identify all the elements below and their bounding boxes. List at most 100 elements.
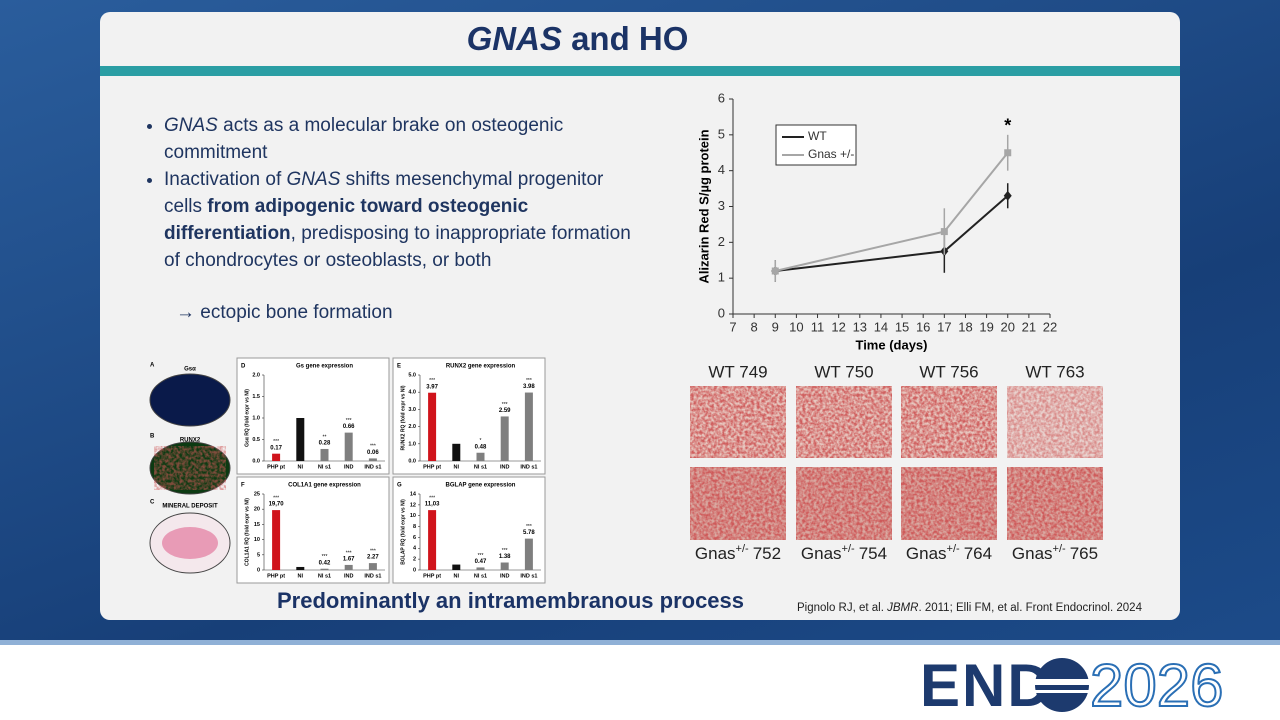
significance: ***: [526, 524, 532, 530]
y-tick-label: 0: [413, 567, 416, 573]
panel-title: BGLAP gene expression: [446, 483, 516, 489]
logo-year: 2026: [1089, 651, 1224, 720]
value-label: 0.28: [319, 441, 331, 447]
panel-letter: B: [150, 434, 155, 440]
y-tick-label: 20: [254, 507, 260, 513]
x-tick-label: IND s1: [520, 573, 537, 579]
x-tick-label: 21: [1022, 319, 1036, 334]
x-tick-label: PHP pt: [423, 464, 441, 470]
stain-photo: [1007, 386, 1103, 458]
genotype: +/-: [1053, 543, 1066, 555]
significance: ***: [502, 548, 508, 554]
bar: [428, 510, 437, 570]
value-label: 0.06: [367, 450, 379, 456]
legend-label: Gnas +/-: [808, 147, 854, 161]
significance: ***: [478, 553, 484, 559]
x-tick-label: 12: [831, 319, 845, 334]
value-label: 0.47: [475, 559, 487, 565]
y-tick-label: 5: [257, 552, 260, 558]
x-tick-label: IND: [500, 573, 510, 579]
significance: ***: [322, 554, 328, 560]
stain-photo: [690, 386, 786, 458]
title-italic: GNAS: [466, 20, 562, 57]
micrograph: [149, 373, 231, 427]
panel-title: COL1A1 gene expression: [288, 483, 361, 489]
bullet-text: acts as a molecular brake on osteogenic …: [164, 115, 564, 163]
animal-id: 752: [753, 544, 781, 563]
bar: [476, 452, 485, 461]
x-tick-label: 9: [772, 319, 779, 334]
y-tick-label: 8: [413, 524, 416, 530]
bar: [524, 392, 533, 461]
panel-frame: [392, 357, 546, 475]
y-tick-label: 2.0: [252, 372, 260, 378]
image-label: Gsα: [184, 367, 196, 373]
y-tick-label: 6: [413, 535, 416, 541]
citation: Pignolo RJ, et al. JBMR. 2011; Elli FM, …: [797, 602, 1142, 614]
y-tick-label: 0.0: [408, 458, 416, 464]
y-tick-label: 1.5: [252, 394, 260, 400]
value-label: 11,03: [425, 502, 440, 508]
significance: **: [323, 434, 327, 440]
photo-label: Gnas+/- 754: [801, 543, 887, 564]
x-tick-label: 14: [874, 319, 888, 334]
significance: ***: [429, 378, 435, 384]
stain-photo: [796, 386, 892, 458]
panel-frame: [236, 476, 390, 584]
x-tick-label: 22: [1043, 319, 1057, 334]
bar: [368, 563, 377, 570]
citation-text: Pignolo RJ, et al.: [797, 602, 884, 614]
x-tick-label: 8: [751, 319, 758, 334]
y-tick-label: 3.0: [408, 407, 416, 413]
image-label: RUNX2: [180, 438, 201, 444]
stain-photo: [690, 467, 786, 540]
panel-title: RUNX2 gene expression: [446, 364, 516, 370]
y-tick-label: 2.0: [408, 424, 416, 430]
y-tick-label: 0: [257, 567, 260, 573]
micrograph-stain: [154, 446, 226, 490]
y-tick-label: 5.0: [408, 372, 416, 378]
x-tick-label: 18: [958, 319, 972, 334]
y-tick-label: 6: [718, 90, 725, 105]
bar: [500, 416, 509, 461]
panel-letter: C: [150, 500, 155, 506]
value-label: 1.38: [499, 554, 511, 560]
significance: ***: [273, 439, 279, 445]
significance: ***: [526, 378, 532, 384]
bullet: GNAS acts as a molecular brake on osteog…: [164, 112, 634, 166]
value-label: 19,70: [269, 502, 285, 508]
significance: ***: [370, 444, 376, 450]
x-tick-label: 19: [979, 319, 993, 334]
value-label: 0.42: [319, 560, 331, 566]
genotype: +/-: [736, 543, 749, 555]
animal-id: 764: [964, 544, 992, 563]
y-tick-label: 1.0: [408, 441, 416, 447]
value-label: 3.97: [426, 384, 438, 390]
y-tick-label: 0: [718, 305, 725, 320]
series-line: [775, 194, 1009, 272]
y-tick-label: 14: [410, 491, 417, 497]
x-tick-label: IND: [344, 573, 354, 579]
x-tick-label: 7: [729, 319, 736, 334]
x-tick-label: NI: [454, 573, 460, 579]
y-tick-label: 25: [254, 491, 260, 497]
x-tick-label: 10: [789, 319, 803, 334]
value-label: 3.98: [523, 384, 535, 390]
bullet-text: shifts mesenchymal progenitor cells: [164, 169, 604, 217]
photo-label: Gnas+/- 752: [695, 543, 781, 564]
legend-label: WT: [808, 129, 827, 143]
x-axis-title: Time (days): [855, 337, 927, 352]
image-label: MINERAL DEPOSIT: [162, 504, 218, 510]
stain-photo: [1007, 467, 1103, 540]
logo-globe: [1030, 658, 1094, 712]
x-tick-label: NI s1: [318, 573, 331, 579]
series-line: [775, 152, 1009, 272]
x-tick-label: 15: [895, 319, 909, 334]
photo-label: WT 749: [708, 362, 767, 381]
animal-id: 754: [859, 544, 887, 563]
x-tick-label: NI s1: [474, 573, 487, 579]
x-tick-label: IND s1: [520, 464, 537, 470]
panel-letter: G: [397, 483, 402, 489]
significance: ***: [429, 495, 435, 501]
